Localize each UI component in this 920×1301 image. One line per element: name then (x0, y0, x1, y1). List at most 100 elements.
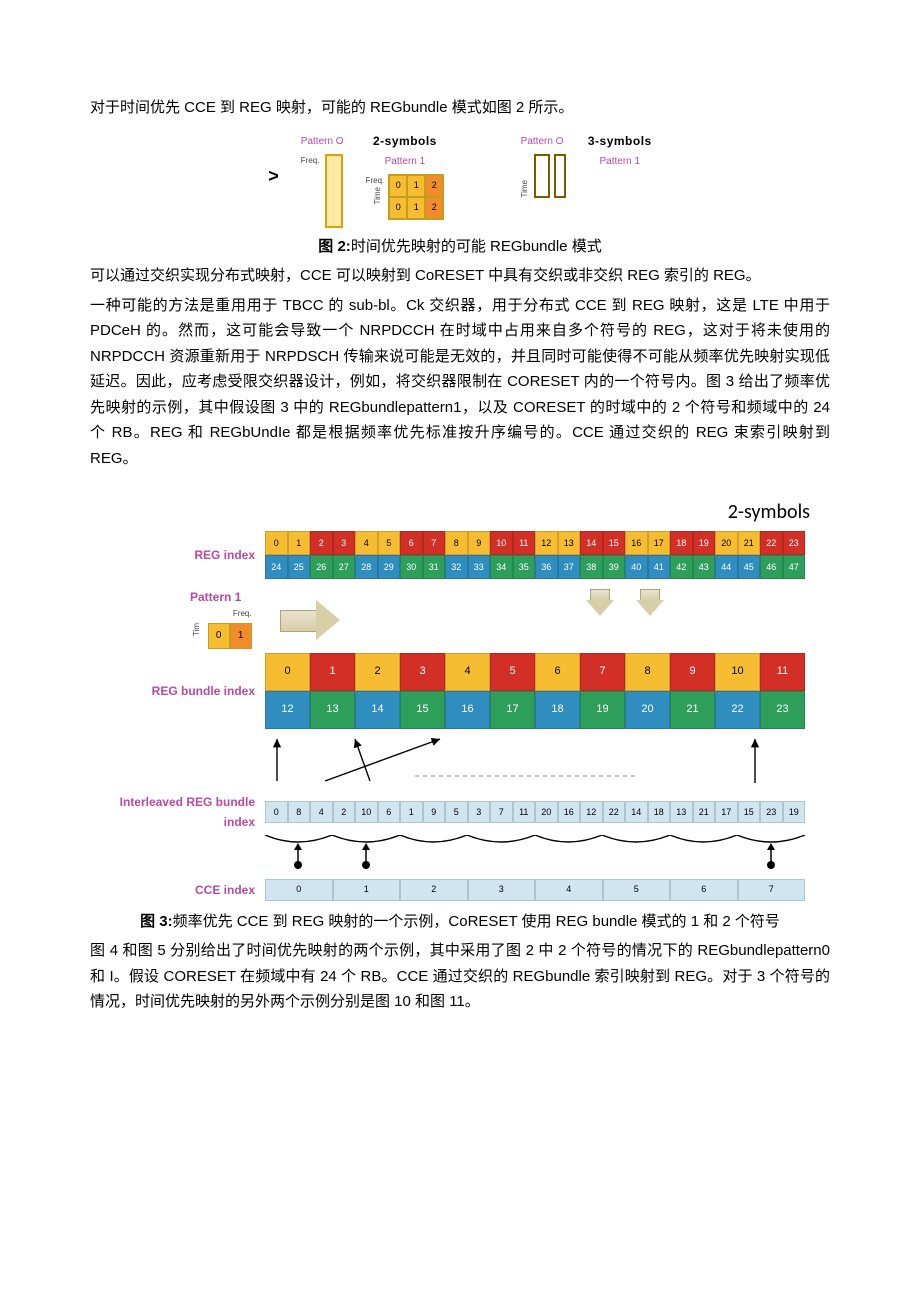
cell: 31 (423, 555, 446, 579)
two-symbols-header: 2-symbols (366, 131, 445, 151)
cell: 5 (445, 801, 468, 823)
reg-index-row1: 01234567891011121314151617181920212223 (265, 531, 805, 555)
cell: 9 (423, 801, 446, 823)
fig2-axes-left: > (268, 161, 279, 192)
cell: 21 (693, 801, 716, 823)
cell: 18 (670, 531, 693, 555)
cell: 1 (333, 879, 401, 901)
pattern-1-label: Pattern 1 (190, 587, 252, 607)
cell: 25 (288, 555, 311, 579)
cell: 4 (535, 879, 603, 901)
cell: 45 (738, 555, 761, 579)
cell: 3 (400, 653, 445, 691)
cell: 1 (310, 653, 355, 691)
cell: 11 (760, 653, 805, 691)
cell: 13 (310, 691, 355, 729)
paragraph-1: 对于时间优先 CCE 到 REG 映射，可能的 REGbundle 模式如图 2… (90, 95, 830, 121)
cell: 32 (445, 555, 468, 579)
cell: 41 (648, 555, 671, 579)
cell: 47 (783, 555, 806, 579)
cell: 23 (760, 691, 805, 729)
cell: 2 (355, 653, 400, 691)
cell: 22 (715, 691, 760, 729)
cell: 19 (693, 531, 716, 555)
cell: 12 (265, 691, 310, 729)
cell: 12 (580, 801, 603, 823)
cell: 4 (445, 653, 490, 691)
cell: 16 (445, 691, 490, 729)
cell: 0 (265, 653, 310, 691)
cell: 14 (355, 691, 400, 729)
cell: 15 (603, 531, 626, 555)
cell: 17 (715, 801, 738, 823)
cell: 0 (265, 879, 333, 901)
reg-rect-icon (554, 154, 566, 198)
cell: 5 (490, 653, 535, 691)
cell: 11 (513, 531, 536, 555)
cell: 20 (535, 801, 558, 823)
fig2-2sym-pattern1: 2-symbols Pattern 1 Freq. Time 0 1 2 0 1… (366, 131, 445, 220)
cell: 13 (558, 531, 581, 555)
arrow-down-icon (590, 589, 610, 601)
arrow-down-icon (640, 589, 660, 601)
cell: 21 (670, 691, 715, 729)
pattern-1-label: Pattern 1 (366, 153, 445, 170)
cell: 5 (603, 879, 671, 901)
fig2-grid: 0 1 2 0 1 2 (388, 174, 444, 220)
cell: 33 (468, 555, 491, 579)
cell: 2 (400, 879, 468, 901)
cell: 14 (625, 801, 648, 823)
cell: 46 (760, 555, 783, 579)
paragraph-2: 可以通过交织实现分布式映射，CCE 可以映射到 CoRESET 中具有交织或非交… (90, 263, 830, 289)
reg-index-label: REG index (90, 545, 265, 565)
cell: 20 (625, 691, 670, 729)
cell: 15 (400, 691, 445, 729)
cce-row: 01234567 (265, 879, 805, 901)
cell: 6 (400, 531, 423, 555)
cell: 3 (468, 801, 491, 823)
cell: 37 (558, 555, 581, 579)
figure-2: > Pattern O Freq. 2-symbols Pattern 1 Fr… (90, 125, 830, 228)
fig2-2sym-pattern0: Pattern O Freq. (301, 131, 344, 228)
cell: 10 (715, 653, 760, 691)
cell: 19 (783, 801, 806, 823)
cell: 7 (490, 801, 513, 823)
paragraph-3: 一种可能的方法是重用用于 TBCC 的 sub-bl。Ck 交织器，用于分布式 … (90, 293, 830, 472)
cell: 17 (648, 531, 671, 555)
cell: 11 (513, 801, 536, 823)
cell: 4 (355, 531, 378, 555)
cell: 7 (738, 879, 806, 901)
cell: 16 (625, 531, 648, 555)
cell: 0 (265, 531, 288, 555)
cell: 26 (310, 555, 333, 579)
cell: 40 (625, 555, 648, 579)
cell: 12 (535, 531, 558, 555)
cell: 17 (490, 691, 535, 729)
cell: 27 (333, 555, 356, 579)
cell: 13 (670, 801, 693, 823)
cell: 22 (760, 531, 783, 555)
three-symbols-header: 3-symbols (588, 131, 652, 151)
arrow-right-icon (280, 600, 340, 640)
cce-arrows-icon (265, 835, 805, 873)
reg-index-row2: 2425262728293031323334353637383940414243… (265, 555, 805, 579)
interleaved-row: 08421061953711201612221418132117152319 (265, 801, 805, 823)
cell: 2 (310, 531, 333, 555)
cell: 8 (288, 801, 311, 823)
cell: 36 (535, 555, 558, 579)
cell: 23 (760, 801, 783, 823)
figure-3-caption: 图 3:频率优先 CCE 到 REG 映射的一个示例，CoRESET 使用 RE… (90, 909, 830, 935)
time-label: Time (518, 180, 532, 197)
cell: 24 (265, 555, 288, 579)
cell: 2 (333, 801, 356, 823)
cell: 38 (580, 555, 603, 579)
freq-label: Freq. (366, 174, 385, 188)
fig2-3sym-pattern0: Pattern O Time (518, 131, 566, 198)
cell: 21 (738, 531, 761, 555)
figure-2-caption: 图 2:时间优先映射的可能 REGbundle 模式 (90, 234, 830, 260)
cell: 6 (670, 879, 738, 901)
cell: 35 (513, 555, 536, 579)
cell: 6 (378, 801, 401, 823)
reg-rect-icon (534, 154, 550, 198)
cell: 10 (355, 801, 378, 823)
